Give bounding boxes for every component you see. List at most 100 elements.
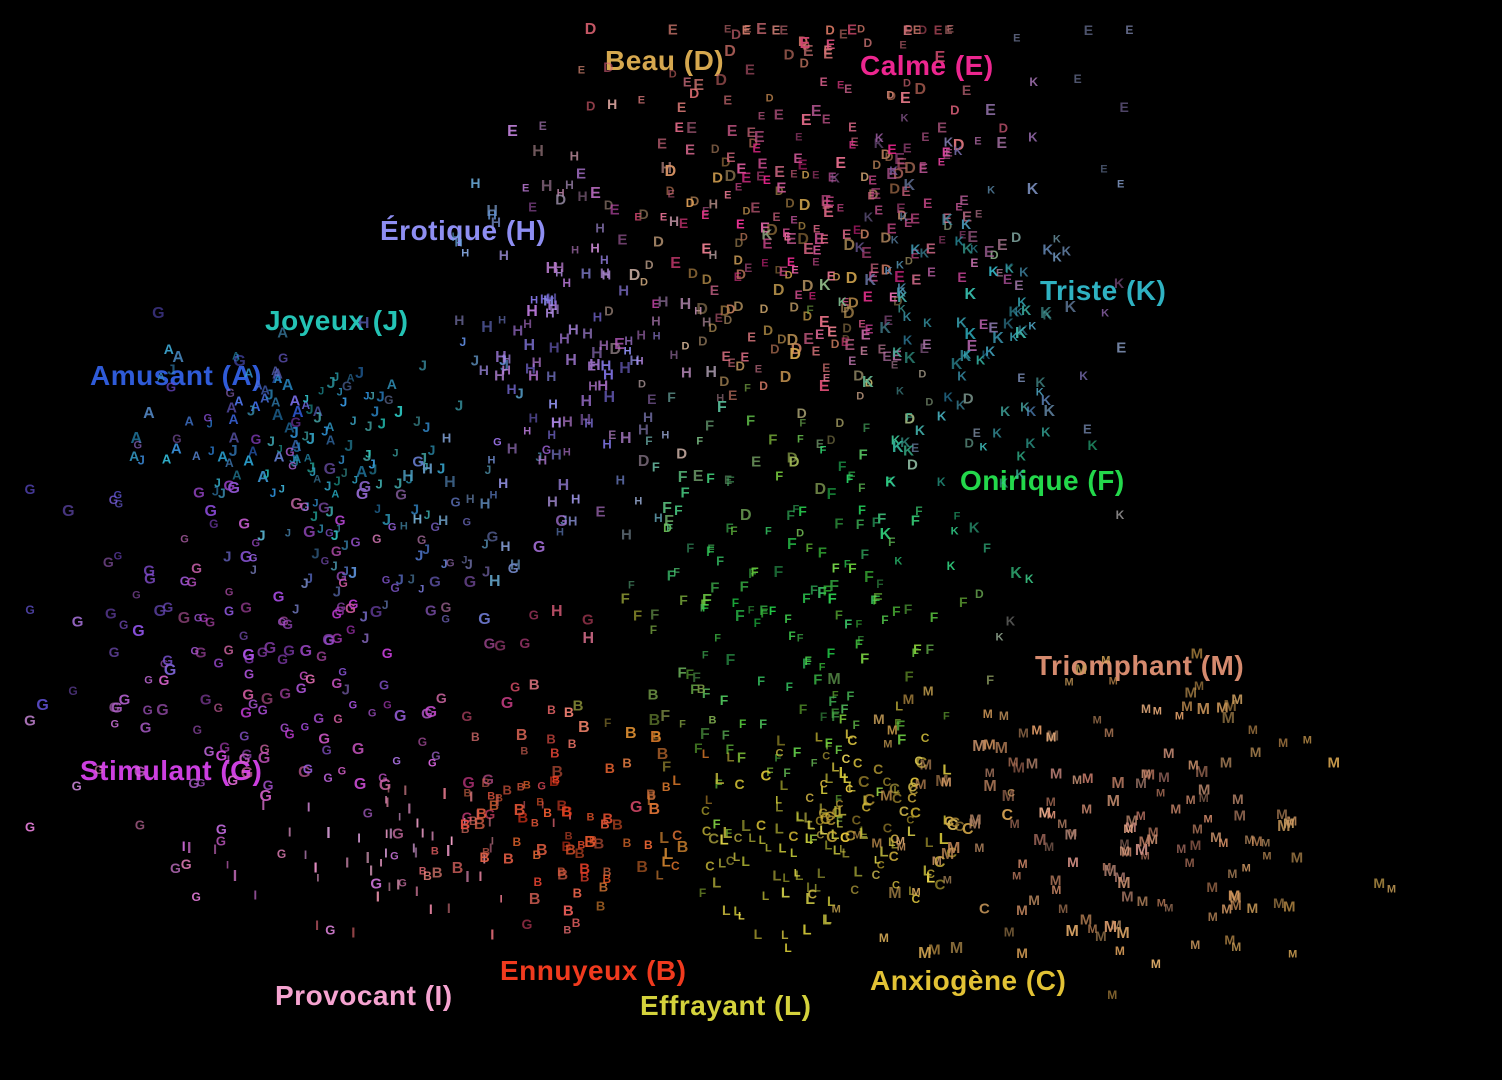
scatter-point: F	[706, 471, 715, 485]
scatter-point: F	[915, 505, 922, 517]
scatter-point: G	[239, 630, 248, 642]
scatter-point: H	[551, 604, 563, 620]
scatter-point: G	[226, 387, 235, 399]
scatter-point: B	[463, 789, 471, 800]
scatter-point: M	[923, 684, 934, 697]
scatter-point: M	[1117, 876, 1130, 892]
scatter-point: B	[573, 887, 582, 900]
scatter-point: L	[702, 748, 709, 760]
scatter-point: J	[310, 509, 318, 523]
scatter-point: K	[961, 217, 971, 231]
scatter-point: D	[604, 304, 613, 317]
scatter-point: G	[368, 708, 377, 719]
scatter-point: M	[1186, 794, 1196, 806]
scatter-point: M	[1170, 803, 1181, 816]
scatter-point: D	[1011, 230, 1021, 244]
scatter-point: G	[349, 700, 358, 711]
scatter-point: F	[726, 653, 736, 669]
scatter-point: E	[795, 133, 802, 144]
scatter-point: E	[634, 213, 641, 224]
scatter-point: E	[985, 103, 996, 119]
scatter-point: E	[812, 170, 819, 181]
scatter-point: H	[562, 414, 573, 429]
scatter-point: B	[513, 836, 522, 848]
scatter-point: H	[507, 382, 517, 396]
scatter-point: I	[552, 817, 555, 829]
scatter-point: J	[350, 415, 357, 427]
scatter-point: J	[419, 358, 427, 373]
scatter-point: J	[285, 528, 291, 539]
scatter-point: M	[1242, 864, 1251, 875]
scatter-point: F	[730, 525, 737, 537]
scatter-point: J	[423, 420, 431, 434]
scatter-point: F	[853, 719, 860, 731]
scatter-point: C	[822, 752, 830, 763]
scatter-point: C	[702, 825, 711, 838]
scatter-point: G	[359, 480, 371, 496]
scatter-point: G	[162, 600, 173, 614]
scatter-point: E	[578, 66, 585, 77]
scatter-point: G	[156, 703, 168, 719]
scatter-point: M	[1141, 703, 1151, 715]
scatter-point: F	[696, 437, 703, 448]
scatter-point: K	[855, 240, 865, 254]
scatter-point: I	[431, 830, 435, 843]
scatter-point: M	[1210, 830, 1222, 844]
scatter-point: F	[760, 606, 768, 619]
scatter-point: M	[1080, 913, 1093, 928]
scatter-point: H	[498, 316, 506, 327]
scatter-point: J	[418, 584, 424, 595]
scatter-point: G	[478, 612, 490, 628]
scatter-point: E	[741, 170, 751, 185]
scatter-point: G	[111, 700, 123, 715]
scatter-point: E	[937, 120, 947, 135]
scatter-point: H	[551, 416, 562, 431]
scatter-point: M	[1016, 903, 1028, 917]
scatter-point: M	[1164, 903, 1173, 914]
scatter-point: F	[717, 400, 727, 416]
scatter-point: D	[777, 332, 786, 345]
scatter-point: G	[370, 605, 382, 621]
scatter-point: H	[651, 314, 660, 327]
scatter-point: H	[580, 413, 592, 429]
scatter-point: G	[303, 525, 315, 541]
scatter-point: E	[874, 203, 883, 216]
scatter-point: L	[772, 868, 781, 883]
scatter-point: G	[300, 644, 312, 660]
scatter-point: H	[620, 431, 632, 447]
scatter-point: H	[600, 266, 610, 280]
scatter-point: K	[969, 520, 980, 535]
scatter-point: K	[999, 476, 1008, 489]
scatter-point: G	[240, 600, 252, 615]
scatter-point: B	[534, 876, 543, 888]
scatter-point: F	[986, 673, 994, 686]
scatter-point: E	[590, 186, 601, 202]
scatter-point: M	[1075, 662, 1087, 676]
scatter-point: M	[1283, 899, 1296, 914]
scatter-point: B	[543, 807, 552, 819]
scatter-point: D	[638, 379, 646, 390]
scatter-point: M	[935, 774, 948, 790]
scatter-point: L	[659, 831, 669, 847]
scatter-point: E	[823, 374, 830, 385]
scatter-point: J	[413, 414, 421, 428]
scatter-point: E	[1125, 24, 1133, 36]
scatter-point: H	[581, 266, 592, 281]
scatter-point: E	[979, 317, 988, 331]
scatter-point: M	[1208, 911, 1218, 923]
scatter-point: I	[304, 849, 307, 861]
scatter-point: H	[581, 394, 593, 410]
scatter-point: E	[587, 359, 596, 372]
scatter-point: M	[1181, 699, 1193, 713]
scatter-point: F	[735, 609, 745, 625]
scatter-point: L	[662, 854, 671, 869]
scatter-point: D	[814, 482, 826, 498]
scatter-point: G	[25, 482, 36, 496]
scatter-point: E	[675, 120, 684, 134]
scatter-point: H	[630, 353, 640, 367]
scatter-point: J	[247, 404, 255, 419]
scatter-point: M	[1185, 857, 1195, 869]
scatter-point: K	[864, 210, 873, 223]
scatter-point: E	[1013, 34, 1020, 45]
scatter-point: G	[425, 705, 437, 721]
